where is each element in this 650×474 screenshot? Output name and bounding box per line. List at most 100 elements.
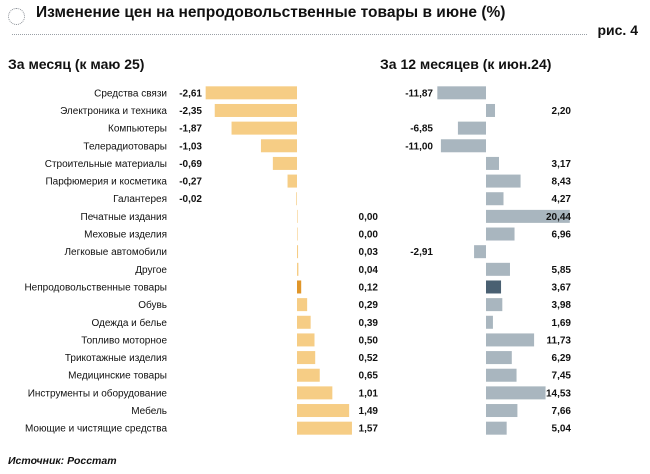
year-bar	[486, 386, 546, 400]
year-value-label: 7,66	[552, 406, 572, 417]
year-value-label: 3,98	[552, 300, 572, 311]
panel-title-year: За 12 месяцев (к июн.24)	[380, 56, 552, 72]
category-label: Моющие и чистящие средства	[25, 424, 167, 435]
month-bar	[297, 298, 308, 312]
category-label: Галантерея	[113, 194, 167, 205]
category-label: Электроника и техника	[60, 106, 167, 117]
year-bar	[486, 298, 503, 312]
year-bar	[486, 262, 510, 276]
category-label: Одежда и белье	[91, 317, 167, 329]
year-value-label: 5,85	[552, 265, 572, 276]
year-value-label: 6,96	[552, 230, 572, 241]
year-value-label: 14,53	[546, 388, 571, 399]
month-bar	[205, 86, 297, 100]
year-value-label: -11,00	[405, 141, 433, 152]
month-value-label: 0,00	[359, 212, 379, 223]
category-label: Медицинские товары	[68, 371, 167, 382]
month-value-label: 0,39	[359, 318, 379, 329]
year-bar	[486, 404, 518, 418]
year-bar	[486, 227, 515, 241]
year-bar	[457, 121, 486, 135]
chart-title: Изменение цен на непродовольственные тов…	[36, 4, 506, 21]
month-value-label: 1,01	[359, 388, 379, 399]
category-label: Строительные материалы	[45, 159, 167, 170]
category-label: Парфюмерия и косметика	[45, 176, 167, 188]
category-labels: Средства связи Электроника и техника Компь…	[24, 88, 167, 434]
category-label: Мебель	[131, 405, 167, 417]
month-bar	[297, 209, 298, 223]
category-label: Меховые изделия	[84, 230, 167, 241]
source-note: Источник: Росстат	[8, 455, 117, 467]
month-value-label: 0,03	[359, 247, 379, 258]
year-value-label: -11,87	[405, 88, 433, 99]
month-bar	[297, 315, 311, 329]
month-bar	[297, 404, 350, 418]
year-bar	[437, 86, 486, 100]
category-label: Печатные издания	[81, 212, 167, 223]
month-bar	[297, 421, 352, 435]
year-value-label: -6,85	[410, 124, 433, 135]
month-value-label: 1,49	[359, 406, 379, 417]
year-bar	[486, 174, 521, 188]
category-label: Инструменты и оборудование	[28, 387, 168, 399]
month-bar	[287, 174, 297, 188]
year-bar	[486, 209, 570, 223]
month-bar	[260, 139, 297, 153]
month-bar	[297, 262, 299, 276]
month-value-label: 0,52	[359, 353, 379, 364]
month-value-label: 0,00	[359, 230, 379, 241]
figure-label: рис. 4	[597, 22, 638, 38]
year-bar	[486, 103, 496, 117]
category-label: Телерадиотовары	[83, 141, 167, 152]
year-bar	[486, 280, 502, 294]
year-value-label: 3,67	[552, 282, 572, 293]
month-value-label: -0,02	[179, 194, 202, 205]
month-value-label: 0,04	[359, 265, 379, 276]
year-value-label: 20,44	[546, 212, 571, 223]
month-bar	[297, 280, 302, 294]
category-label: Средства связи	[94, 88, 167, 99]
category-label: Трикотажные изделия	[65, 353, 167, 364]
year-value-label: 2,20	[552, 106, 572, 117]
year-bar	[486, 421, 507, 435]
month-value-label: -0,27	[179, 177, 202, 188]
year-bar	[486, 192, 504, 206]
year-value-label: -2,91	[410, 247, 433, 258]
month-value-label: 0,65	[359, 371, 379, 382]
year-bar	[486, 351, 512, 365]
month-bar	[214, 103, 297, 117]
title-bullet-icon	[8, 8, 25, 25]
year-value-label: 4,27	[552, 194, 572, 205]
year-value-label: 1,69	[552, 318, 572, 329]
year-value-label: 6,29	[552, 353, 572, 364]
month-bar	[297, 245, 299, 259]
month-value-label: 0,12	[359, 282, 379, 293]
year-bar	[440, 139, 486, 153]
month-bar	[297, 351, 316, 365]
month-bar	[272, 156, 297, 170]
panel-title-month: За месяц (к маю 25)	[8, 56, 145, 72]
month-value-label: -1,03	[179, 141, 202, 152]
category-label: Легковые автомобили	[64, 246, 167, 258]
month-bar	[297, 368, 320, 382]
year-bar	[486, 368, 517, 382]
month-value-label: -1,87	[179, 124, 202, 135]
bar-chart: Средства связи Электроника и техника Компь…	[24, 86, 572, 435]
category-label: Обувь	[138, 299, 167, 311]
monthly-series: -2,61 -2,35 -1,87 -1,03 -0,69 -0,27 -0,02 0,00 0…	[179, 86, 379, 435]
month-value-label: 0,50	[359, 335, 379, 346]
month-bar	[231, 121, 297, 135]
yearly-series: -11,87 2,20 -6,85 -11,00 3,17 8,43 4,27 20,44 6,…	[405, 86, 572, 435]
year-value-label: 11,73	[547, 335, 572, 346]
month-value-label: 0,29	[359, 300, 379, 311]
month-value-label: -2,61	[179, 88, 202, 99]
month-value-label: -2,35	[179, 106, 202, 117]
category-label: Другое	[135, 265, 167, 276]
month-value-label: 1,57	[359, 424, 379, 435]
category-label: Топливо моторное	[81, 335, 167, 346]
chart-header: Изменение цен на непродовольственные тов…	[0, 0, 650, 44]
category-label: Компьютеры	[108, 124, 167, 135]
month-bar	[297, 333, 315, 347]
title-divider	[12, 34, 587, 35]
year-bar	[474, 245, 486, 259]
